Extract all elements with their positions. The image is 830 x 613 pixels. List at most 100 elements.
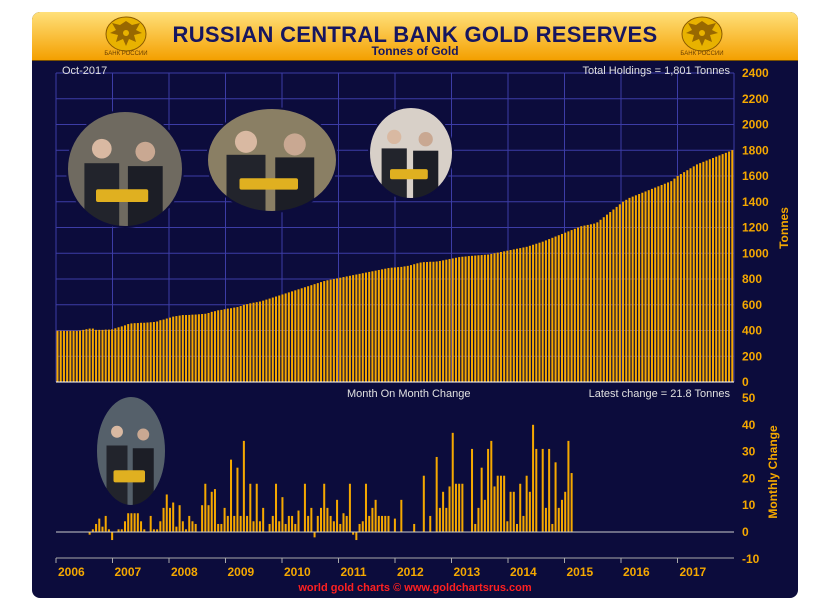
top-chart-bar [310, 285, 313, 382]
bottom-chart-bar [509, 491, 512, 532]
top-chart-bar [670, 181, 673, 382]
top-chart-bar [107, 329, 110, 382]
footer-credit: world gold charts © www.goldchartsrus.co… [297, 582, 531, 594]
bottom-chart-bar [528, 491, 531, 532]
bottom-chart-bar [117, 529, 120, 532]
top-chart-bar [101, 329, 104, 382]
top-chart-bar [152, 322, 155, 382]
top-chart-bar [371, 271, 374, 382]
top-chart-bar [731, 150, 734, 382]
bottom-chart-bar [519, 483, 522, 532]
bottom-chart-bar [255, 483, 258, 532]
bottom-y-tick-label: 50 [742, 391, 756, 405]
top-chart-bar [638, 194, 641, 382]
top-chart-bar [123, 325, 126, 382]
top-chart-bar [194, 314, 197, 382]
x-tick-label: 2017 [680, 565, 707, 579]
top-chart-bar [143, 322, 146, 382]
bottom-chart-bar [493, 486, 496, 532]
bottom-chart-bar [413, 523, 416, 532]
top-chart-bar [560, 233, 563, 382]
top-y-axis-label: Tonnes [777, 207, 791, 249]
bottom-chart-bar [210, 491, 213, 532]
top-chart-bar [429, 261, 432, 382]
bottom-chart-bar [165, 494, 168, 532]
bottom-y-tick-label: 0 [742, 525, 749, 539]
top-chart-bar [577, 227, 580, 382]
top-chart-bar [242, 304, 245, 382]
bottom-chart-bar [480, 467, 483, 532]
bottom-chart-bar [499, 475, 502, 532]
bottom-chart-bar [329, 515, 332, 532]
top-chart-bar [313, 284, 316, 382]
top-chart-bar [281, 294, 284, 382]
top-chart-bar [78, 330, 82, 382]
bottom-chart-bar [560, 499, 563, 532]
bottom-chart-bar [541, 448, 544, 532]
bottom-chart-bar [496, 475, 499, 532]
top-chart-bar [679, 174, 682, 382]
top-chart-bar [458, 257, 461, 382]
top-chart-bar [364, 272, 367, 382]
bottom-chart-bar [188, 515, 191, 532]
top-chart-bar [525, 246, 528, 382]
top-chart-bar [673, 178, 676, 382]
bottom-chart-bar [557, 507, 560, 532]
top-chart-bar [146, 322, 149, 382]
top-chart-bar [185, 315, 188, 382]
top-chart-bar [435, 261, 438, 382]
top-chart-bar [400, 266, 403, 382]
top-chart-bar [262, 300, 265, 382]
bottom-chart-bar [345, 515, 348, 532]
bottom-chart-bar [438, 507, 441, 532]
top-chart-bar [95, 329, 98, 382]
top-chart-bar [689, 168, 692, 382]
bottom-chart-bar [278, 521, 281, 532]
top-chart-bar [634, 195, 637, 382]
top-chart-bar [496, 252, 499, 382]
bottom-chart-bar [185, 529, 188, 532]
top-chart-bar [705, 160, 708, 382]
top-chart-bar [275, 296, 278, 382]
top-chart-bar [728, 151, 731, 382]
bottom-chart-bar [127, 513, 130, 532]
top-chart-bar [255, 302, 258, 382]
bottom-chart-bar [525, 475, 528, 532]
bottom-chart-bar [120, 529, 123, 532]
bottom-chart-bar [262, 507, 265, 532]
bottom-chart-bar [156, 529, 159, 532]
bottom-chart-bar [191, 521, 194, 532]
bottom-chart-bar [88, 532, 91, 535]
x-tick-label: 2010 [284, 565, 311, 579]
x-tick-label: 2016 [623, 565, 650, 579]
bottom-chart-bar [281, 497, 284, 532]
top-chart-bar [136, 323, 139, 382]
top-chart-bar [355, 274, 358, 382]
top-y-tick-label: 0 [742, 375, 749, 389]
top-chart-bar [532, 244, 535, 382]
top-chart-bar [567, 231, 570, 382]
bottom-chart-bar [172, 502, 175, 532]
top-chart-bar [654, 187, 657, 382]
x-tick-label: 2015 [567, 565, 594, 579]
top-chart-bar [165, 318, 168, 382]
bottom-chart-bar [381, 515, 384, 532]
top-chart-bars [56, 150, 734, 382]
photo-putin-gold-ingot-icon [95, 395, 167, 507]
bottom-chart-bar [332, 521, 335, 532]
bottom-chart-bar [307, 515, 310, 532]
bottom-chart-bar [149, 515, 152, 532]
bottom-chart-bar [101, 526, 104, 532]
top-chart-bar [499, 251, 502, 382]
top-chart-bar [297, 289, 300, 382]
bottom-chart-bar [297, 510, 300, 532]
bottom-chart-bar [474, 523, 477, 532]
top-chart-bar [493, 253, 496, 382]
bottom-chart-bar [490, 440, 493, 532]
top-chart-bar [471, 255, 474, 382]
top-chart-bar [528, 245, 531, 382]
x-tick-label: 2007 [115, 565, 142, 579]
x-tick-label: 2008 [171, 565, 198, 579]
top-chart-bar [252, 302, 255, 382]
bottom-chart-bar [275, 483, 278, 532]
